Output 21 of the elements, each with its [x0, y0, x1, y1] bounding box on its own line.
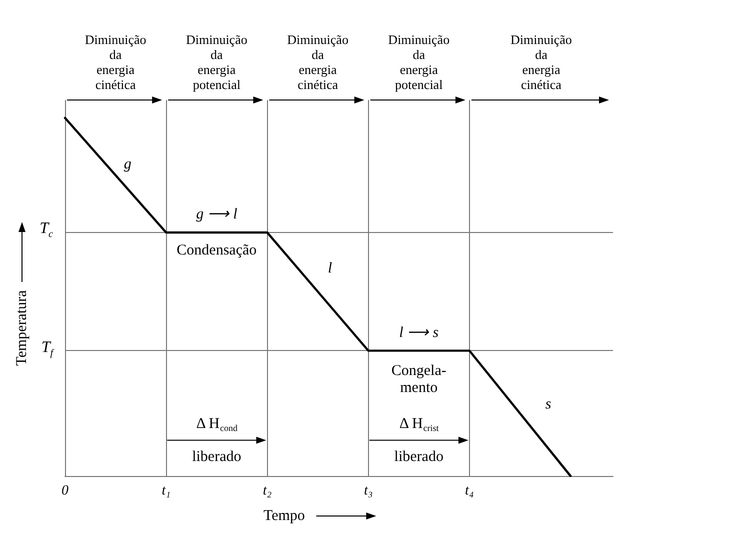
annotation: l ⟶ s: [399, 324, 439, 341]
annotation: g ⟶ l: [196, 206, 238, 223]
annotation: l: [328, 260, 332, 276]
x-tick-label: 0: [62, 484, 68, 498]
annotation: s: [545, 396, 552, 412]
ref-line-label: T$_{f}$: [41, 338, 53, 361]
x-tick-label: t₁: [162, 484, 170, 498]
annotation: Condensação: [176, 242, 257, 258]
text: Diminuição da energia cinética: [510, 32, 572, 92]
text: Diminuição da energia potencial: [388, 32, 450, 92]
ref-line-label: T$_{c}$: [40, 220, 53, 243]
x-tick-label: t₂: [262, 484, 272, 498]
x-tick-label: t₄: [465, 484, 474, 498]
x-axis-title: Tempo: [263, 508, 305, 524]
x-tick-label: t₃: [364, 484, 373, 498]
text: Diminuição da energia cinética: [287, 32, 348, 92]
y-axis-title: Temperatura: [14, 290, 30, 366]
text: Diminuição da energia potencial: [186, 32, 248, 92]
text: Diminuição da energia cinética: [84, 32, 146, 92]
annotation: Congela- mento: [391, 362, 446, 396]
annotation: g: [124, 156, 132, 172]
